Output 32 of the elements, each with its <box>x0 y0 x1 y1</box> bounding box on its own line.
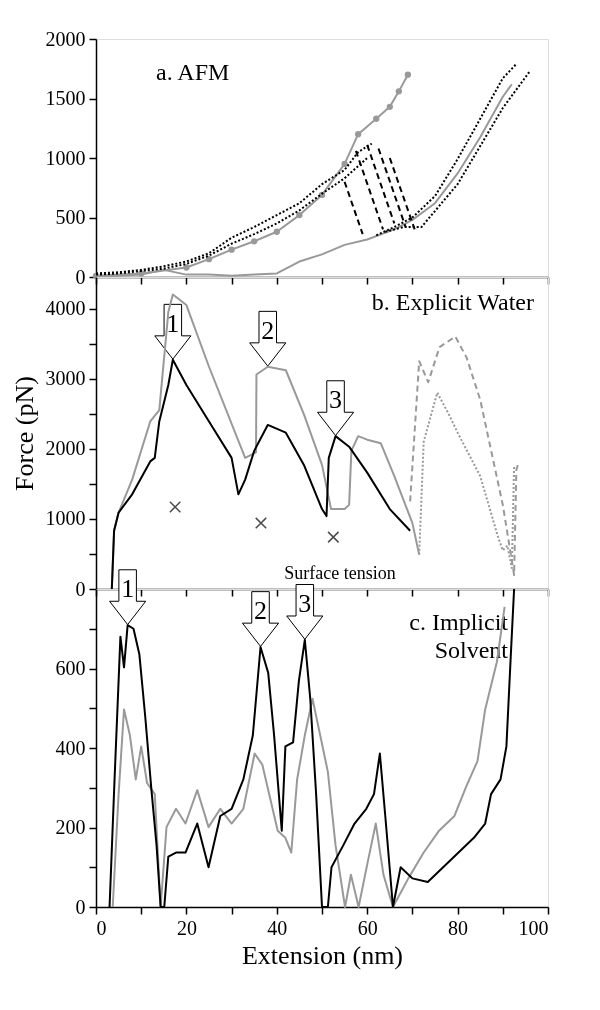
text: a. AFM <box>156 59 230 85</box>
annotation: 2 <box>254 596 268 626</box>
y-tick-label: 500 <box>55 206 86 228</box>
annotation: 1 <box>166 308 180 338</box>
y-tick-label: 1000 <box>45 507 86 530</box>
annotation: Surface tension <box>284 563 396 583</box>
y-tick-label: 0 <box>75 265 86 288</box>
y-axis-title: Force (pN) <box>9 376 39 491</box>
y-tick-label: 3000 <box>45 367 86 390</box>
x-tick-label: 80 <box>448 916 469 939</box>
y-tick-label: 1500 <box>45 87 86 109</box>
y-tick-label: 400 <box>55 736 86 759</box>
text: b. Explicit Water <box>371 289 534 315</box>
y-tick-label: 200 <box>55 816 86 838</box>
y-tick-label: 4000 <box>45 297 86 320</box>
text: c. Implicit Solvent <box>409 609 509 663</box>
annotation: 3 <box>298 588 312 618</box>
x-tick-label: 40 <box>267 916 288 939</box>
y-tick-label: 600 <box>55 657 86 679</box>
y-tick-label: 1000 <box>45 146 86 169</box>
x-tick-label: 60 <box>357 916 378 939</box>
x-tick-label: 20 <box>176 916 197 939</box>
annotation: 2 <box>261 315 275 345</box>
x-axis-title: Extension (nm) <box>241 940 404 970</box>
y-tick-label: 0 <box>75 577 86 600</box>
x-tick-label: 0 <box>96 916 107 939</box>
annotation: 3 <box>329 385 343 415</box>
y-tick-label: 2000 <box>45 437 86 460</box>
annotation: 1 <box>121 574 135 604</box>
y-tick-label: 0 <box>75 895 86 918</box>
x-tick-label: 100 <box>518 916 549 939</box>
y-tick-label: 2000 <box>45 27 86 50</box>
